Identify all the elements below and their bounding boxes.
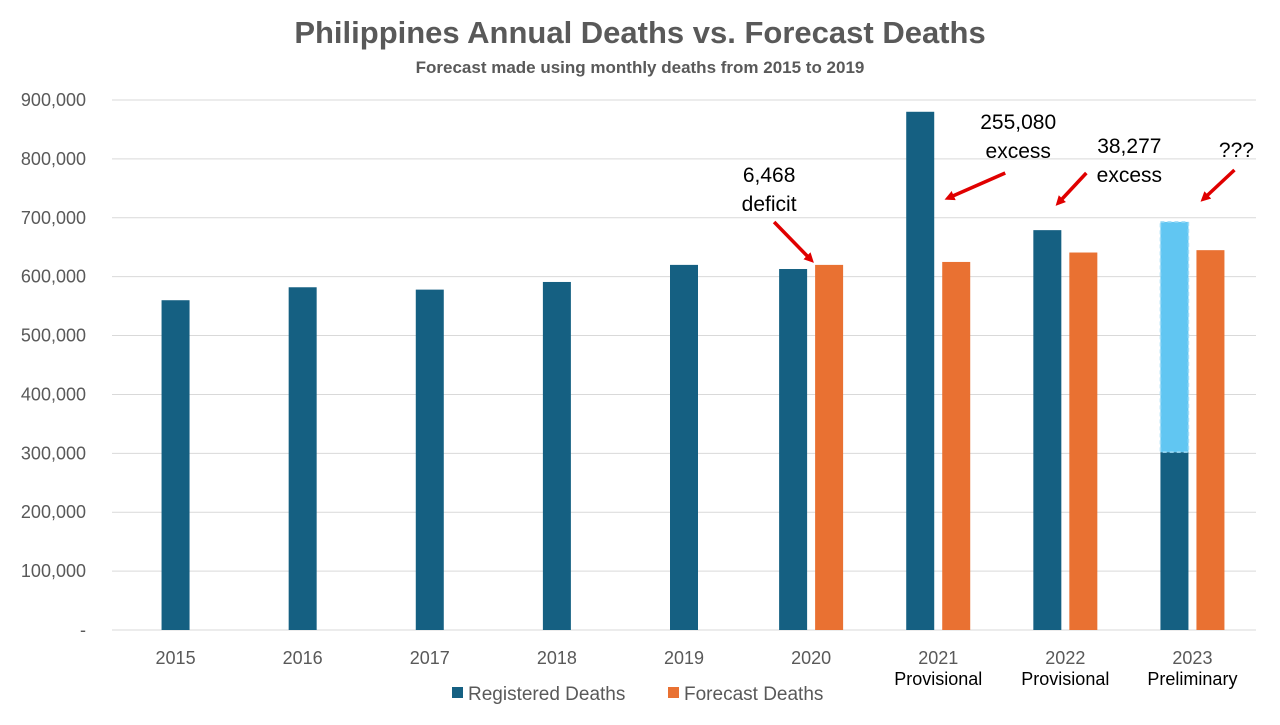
- bar-registered-2018: [542, 281, 571, 630]
- bar-registered-2020: [779, 269, 808, 630]
- annotations: 6,468 deficit 255,080 excess 38,277 excess???: [742, 111, 1254, 263]
- annotation-2020: 6,468 deficit: [742, 164, 814, 263]
- bar-forecast-2023: [1196, 250, 1225, 630]
- annotation-text: deficit: [742, 193, 797, 216]
- legend-swatch: [452, 687, 463, 698]
- annotation-text: ???: [1219, 139, 1254, 162]
- x-tick-sublabel: Provisional: [1021, 669, 1109, 689]
- bar-registered-2023: [1160, 452, 1189, 630]
- bar-registered-2015: [161, 300, 190, 630]
- annotation-2022: 38,277 excess: [1055, 135, 1162, 206]
- annotation-arrow: [944, 171, 1006, 201]
- y-axis-ticks: - 100,000 200,000 300,000 400,000 500,000 600,…: [21, 90, 86, 640]
- y-tick-label: 300,000: [21, 443, 86, 463]
- y-tick-label: 600,000: [21, 267, 86, 287]
- bar-forecast-2022: [1069, 252, 1098, 630]
- annotation-text: 6,468: [743, 164, 796, 187]
- y-tick-label: 800,000: [21, 149, 86, 169]
- legend-label: Registered Deaths: [468, 684, 625, 705]
- y-tick-label: 700,000: [21, 208, 86, 228]
- x-axis-ticks: 2015 2016 2017 2018 2019 2020 2021Provisional2…: [156, 648, 1238, 689]
- x-tick-sublabel: Preliminary: [1147, 669, 1237, 689]
- bar-forecast-2021: [942, 261, 971, 630]
- legend: Registered Deaths Forecast Deaths: [452, 684, 823, 705]
- y-tick-label: 100,000: [21, 561, 86, 581]
- legend-label: Forecast Deaths: [684, 684, 823, 705]
- bar-registered-projected-2023: [1159, 221, 1190, 453]
- annotation-text: 255,080: [980, 111, 1056, 134]
- annotation-arrow: [1200, 168, 1236, 202]
- x-tick-label: 2015: [156, 648, 196, 668]
- annotation-arrow: [772, 220, 814, 263]
- annotation-text: 38,277: [1097, 135, 1161, 158]
- bar-registered-2019: [670, 264, 698, 630]
- y-tick-label: 500,000: [21, 326, 86, 346]
- annotation-text: excess: [1097, 164, 1162, 187]
- y-tick-label: 400,000: [21, 384, 86, 404]
- y-tick-label: 900,000: [21, 90, 86, 110]
- bar-registered-2016: [288, 287, 317, 630]
- x-tick-label: 2017: [410, 648, 450, 668]
- bar-registered-2017: [415, 289, 444, 630]
- bar-registered-2021: [906, 111, 935, 631]
- chart-subtitle: Forecast made using monthly deaths from …: [416, 58, 865, 77]
- bars: [161, 111, 1225, 631]
- chart-title: Philippines Annual Deaths vs. Forecast D…: [294, 15, 985, 50]
- legend-swatch: [668, 687, 679, 698]
- bar-forecast-2020: [815, 264, 844, 630]
- annotation-text: excess: [986, 140, 1051, 163]
- x-tick-label: 2019: [664, 648, 704, 668]
- x-tick-label: 2023: [1172, 648, 1212, 668]
- x-tick-sublabel: Provisional: [894, 669, 982, 689]
- bar-registered-2022: [1033, 230, 1062, 630]
- x-tick-label: 2021: [918, 648, 958, 668]
- y-tick-label: 200,000: [21, 502, 86, 522]
- x-tick-label: 2022: [1045, 648, 1085, 668]
- y-tick-label: -: [80, 620, 86, 640]
- annotation-2021: 255,080 excess: [944, 111, 1056, 201]
- x-tick-label: 2016: [283, 648, 323, 668]
- x-tick-label: 2018: [537, 648, 577, 668]
- x-tick-label: 2020: [791, 648, 831, 668]
- annotation-arrow: [1055, 171, 1088, 206]
- annotation-2023: ???: [1200, 139, 1254, 202]
